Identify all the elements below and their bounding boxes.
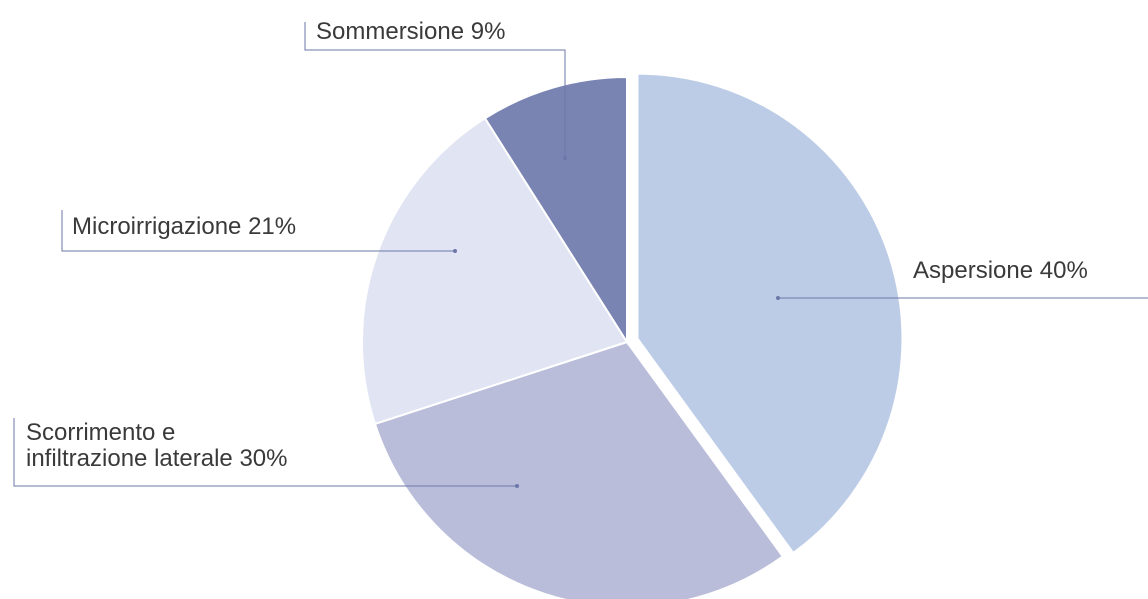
leader-line: [13, 418, 517, 487]
category-label: Microirrigazione: [72, 213, 242, 240]
pie-slice: [361, 116, 629, 426]
value-label: 21%: [248, 213, 297, 240]
leader-dot: [515, 484, 519, 488]
pie-slice: [483, 75, 628, 346]
leader-line: [304, 22, 566, 158]
leader-dot: [776, 296, 780, 300]
slice-label: Aspersione 40%: [913, 258, 1088, 284]
pie-slice: [636, 72, 904, 555]
category-label: Scorrimento e infiltrazione laterale: [26, 419, 233, 472]
slice-label: Microirrigazione 21%: [72, 214, 296, 240]
leader-dot: [453, 249, 457, 253]
category-label: Aspersione: [913, 257, 1034, 284]
leader-dot: [563, 156, 567, 160]
value-label: 9%: [470, 18, 506, 45]
slice-label: Sommersione 9%: [316, 19, 505, 45]
leader-line: [61, 210, 455, 252]
slice-label: Scorrimento e infiltrazione laterale 30%: [26, 420, 288, 472]
value-label: 40%: [1039, 257, 1088, 284]
value-label: 30%: [239, 445, 288, 472]
category-label: Sommersione: [316, 18, 465, 45]
pie-slice: [373, 340, 785, 599]
